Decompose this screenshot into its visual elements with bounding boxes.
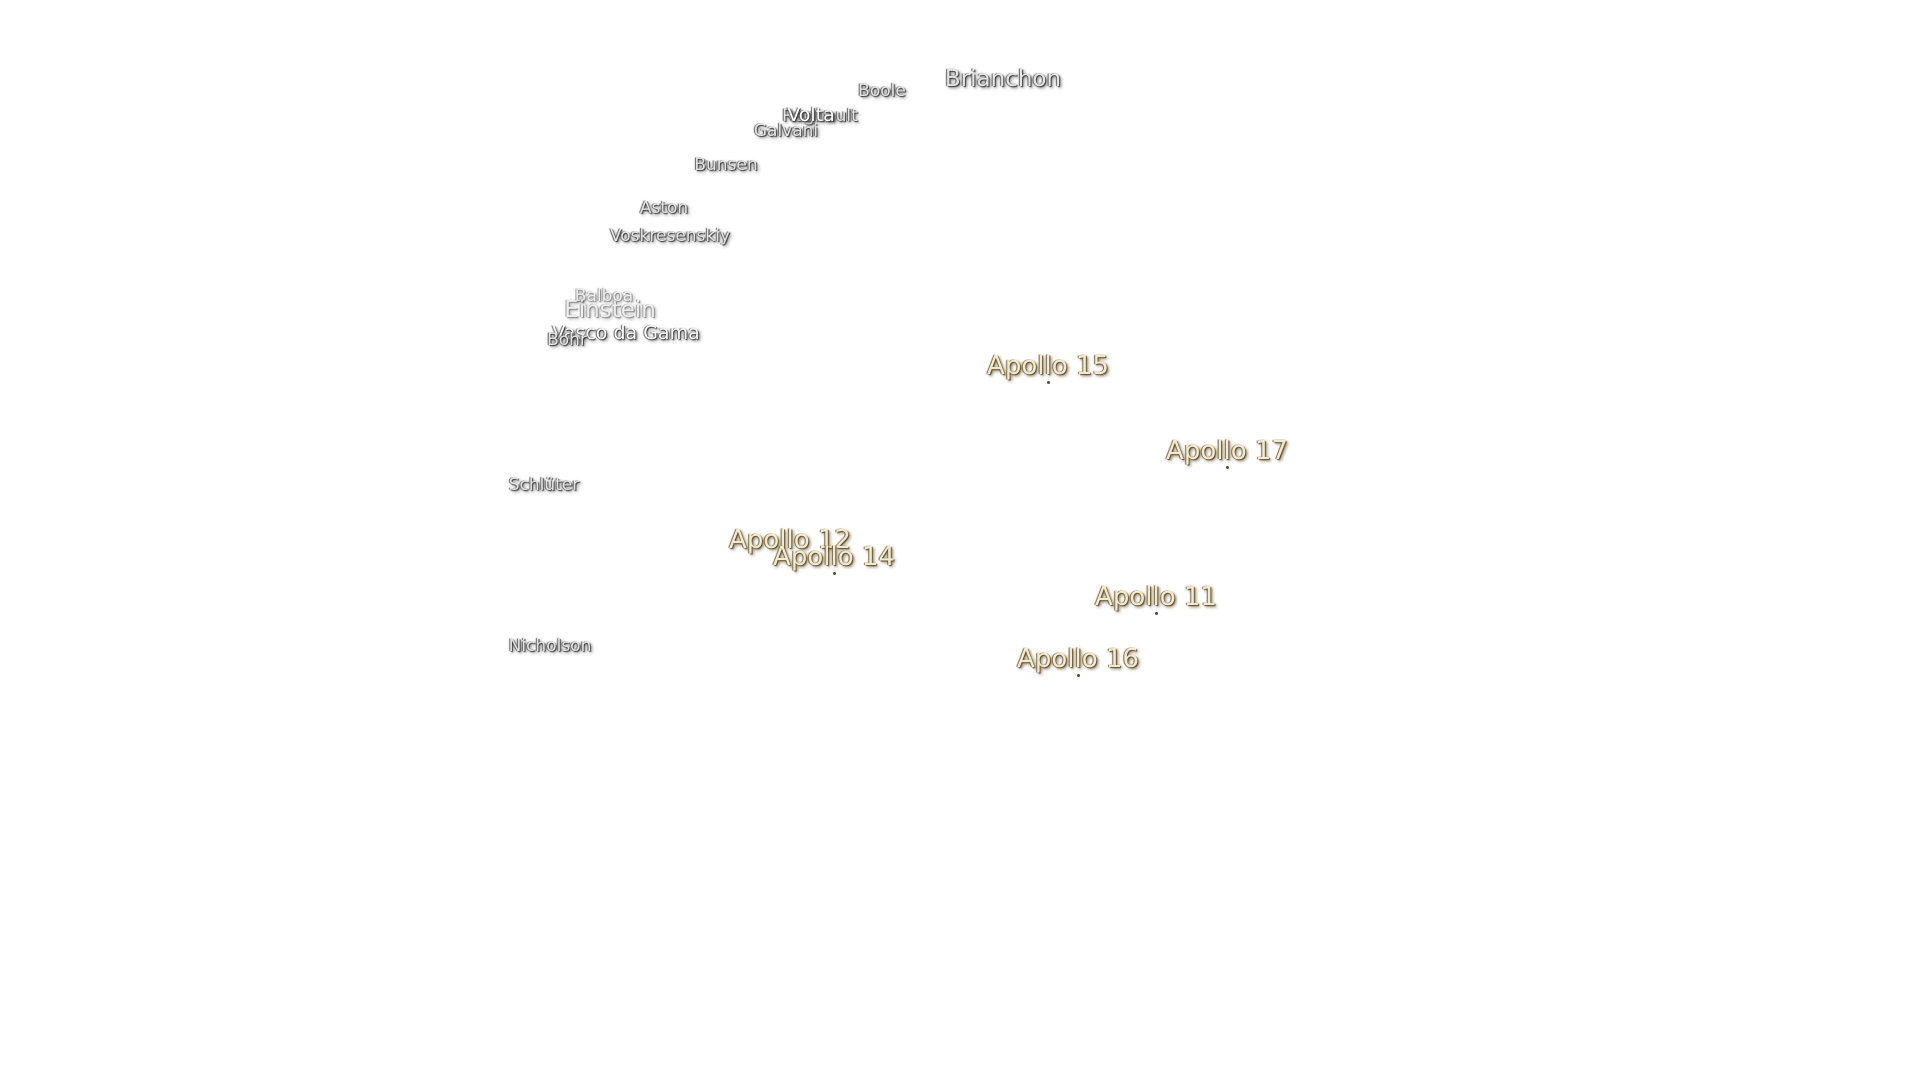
landing-site-marker [1226,466,1229,469]
crater-label[interactable]: Einstein [564,297,656,323]
landing-site-label[interactable]: Apollo 16 [1017,644,1139,674]
crater-label[interactable]: Brianchon [944,66,1062,92]
landing-site-marker [1155,612,1158,615]
landing-site-label[interactable]: Apollo 12 [729,525,851,555]
crater-label[interactable]: Galvani [753,121,819,141]
crater-label[interactable]: Schlüter [508,475,580,495]
crater-label[interactable]: Bunsen [694,155,758,175]
crater-label[interactable]: Boole [858,81,906,101]
landing-site-marker [1047,381,1050,384]
landing-site-label[interactable]: Apollo 11 [1095,582,1217,612]
landing-site-label[interactable]: Apollo 15 [987,351,1109,381]
crater-label[interactable]: Balboa [574,286,634,306]
landing-site-label[interactable]: Apollo 14 [773,542,895,572]
crater-label[interactable]: Nicholson [508,636,592,656]
crater-label[interactable]: Bohr [547,330,587,350]
crater-label[interactable]: Volta [787,104,835,126]
landing-site-label[interactable]: Apollo 17 [1166,436,1288,466]
landing-site-marker [1077,674,1080,677]
crater-label[interactable]: Vasco da Gama [552,322,700,344]
crater-label[interactable]: Voskresenskiy [609,226,731,246]
landing-site-marker [833,572,836,575]
crater-label[interactable]: Aston [639,198,689,218]
crater-label[interactable]: Regnault [782,106,858,126]
